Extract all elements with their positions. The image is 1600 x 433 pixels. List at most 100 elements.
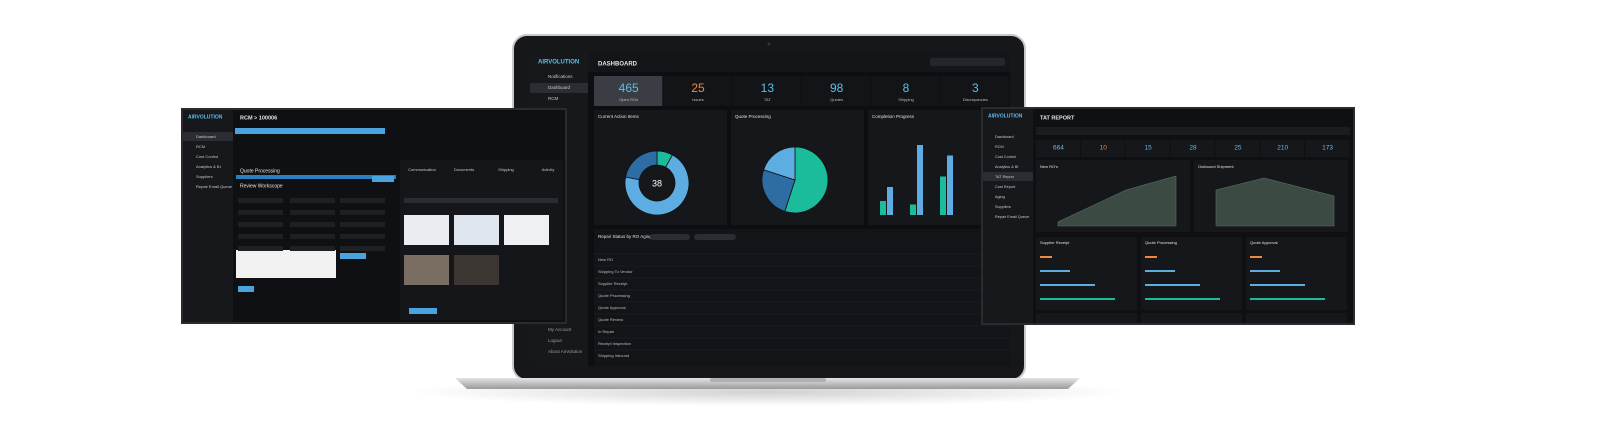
input-field[interactable] xyxy=(238,198,283,203)
nav-item[interactable]: Suppliers xyxy=(995,205,1011,209)
input-field[interactable] xyxy=(340,198,385,203)
input-field[interactable] xyxy=(238,222,283,227)
tab[interactable]: Documents xyxy=(454,167,474,172)
right-sidebar xyxy=(983,109,1033,323)
tab[interactable]: Communication xyxy=(408,167,436,172)
input-field[interactable] xyxy=(340,234,385,239)
row-label: Quote Approval xyxy=(598,305,626,310)
stat-card[interactable] xyxy=(802,76,871,106)
nav-item: Dashboard xyxy=(548,85,571,90)
panel xyxy=(1036,313,1137,323)
tab[interactable]: Shipping xyxy=(498,167,514,172)
left-sidebar xyxy=(183,110,233,322)
input-field[interactable] xyxy=(340,246,385,251)
chip[interactable] xyxy=(650,234,690,240)
nav-item[interactable]: Aging xyxy=(995,195,1005,199)
nav-item[interactable]: Repair Email Queue xyxy=(196,184,233,189)
nav-item: My Account xyxy=(548,327,572,332)
nav-item[interactable]: RCM xyxy=(196,144,205,149)
note-field[interactable] xyxy=(236,250,336,278)
stat-label: TAT xyxy=(764,97,772,102)
stat-card[interactable] xyxy=(594,76,663,106)
stat-card[interactable] xyxy=(940,76,1009,106)
row-label: Quote Review xyxy=(598,317,623,322)
page-title: RCM > 100006 xyxy=(240,115,277,121)
doc-thumb[interactable] xyxy=(504,215,549,245)
stat-card xyxy=(1125,140,1170,157)
photo-thumb[interactable] xyxy=(404,255,449,285)
left-content: Dashboard RCM Cost Control Analytics & BI Su… xyxy=(183,132,554,251)
laptop-content: Notifications Dashboard RCM My Account Logou… xyxy=(530,74,1010,366)
stat-value: 13 xyxy=(761,81,775,95)
nav-active xyxy=(530,83,588,93)
slice xyxy=(625,150,658,181)
nav-item[interactable]: RCM xyxy=(995,145,1004,149)
nav-item: Notifications xyxy=(548,74,573,79)
button[interactable] xyxy=(409,308,437,314)
nav-item[interactable]: Cost Control xyxy=(995,155,1016,159)
progress xyxy=(1040,256,1052,258)
stat-value: 98 xyxy=(830,81,844,95)
stat-value: 8 xyxy=(903,81,910,95)
panel xyxy=(1036,237,1137,310)
panel xyxy=(1246,313,1347,323)
stat-card xyxy=(1305,140,1349,157)
button[interactable] xyxy=(372,176,394,182)
nav-item[interactable]: Dashboard xyxy=(196,134,216,139)
nav-item[interactable]: Cost Report xyxy=(995,185,1016,189)
right-content: Dashboard RCM Cost Control Analytics & BI TA… xyxy=(983,135,1349,323)
input-field[interactable] xyxy=(238,234,283,239)
input-field[interactable] xyxy=(290,222,335,227)
logo: AIRVOLUTION xyxy=(188,114,223,120)
nav-item[interactable]: Repair Email Queue xyxy=(995,215,1029,219)
progress xyxy=(1250,284,1305,286)
button[interactable] xyxy=(238,286,254,292)
progress-bar xyxy=(236,175,396,179)
stat-label: Issues xyxy=(692,97,704,102)
stat-value: 28 xyxy=(1189,145,1197,152)
panel-title: Current Action Items xyxy=(598,114,640,119)
stat-card xyxy=(1036,140,1080,157)
input-field[interactable] xyxy=(238,246,283,251)
area-shape xyxy=(1215,177,1335,227)
nav-item[interactable]: Dashboard xyxy=(995,135,1014,139)
nav-active xyxy=(983,172,1033,181)
input-field[interactable] xyxy=(238,210,283,215)
panel-title: Outbound Shipment xyxy=(1198,164,1234,169)
progress-steps xyxy=(235,128,385,134)
row-label: Shipping Inbound xyxy=(598,353,629,358)
stat-card[interactable] xyxy=(732,76,801,106)
panel-title: New RO's xyxy=(1040,164,1058,169)
stat-label: Shipping xyxy=(898,97,914,102)
nav-item[interactable]: Cost Control xyxy=(196,154,218,159)
chip[interactable] xyxy=(694,234,736,240)
stat-value: 25 xyxy=(1234,145,1242,152)
stat-card[interactable] xyxy=(663,76,732,106)
stat-card[interactable] xyxy=(871,76,940,106)
stat-value: 173 xyxy=(1322,145,1333,152)
nav-item[interactable]: TAT Report xyxy=(995,175,1015,179)
input-field[interactable] xyxy=(340,222,385,227)
nav-item[interactable]: Analytics & BI xyxy=(196,164,221,169)
nav-item: Logout xyxy=(548,338,563,343)
search-box[interactable] xyxy=(930,58,1005,66)
input-field[interactable] xyxy=(290,234,335,239)
doc-thumb[interactable] xyxy=(404,215,449,245)
button[interactable] xyxy=(340,253,366,259)
nav-item[interactable]: Suppliers xyxy=(196,174,213,179)
stat-card xyxy=(1215,140,1260,157)
input-field[interactable] xyxy=(290,210,335,215)
progress xyxy=(1145,284,1200,286)
logo: AIRVOLUTION xyxy=(988,113,1023,119)
input-field[interactable] xyxy=(340,210,385,215)
photo-thumb[interactable] xyxy=(454,255,499,285)
input-field[interactable] xyxy=(290,246,335,251)
nav-item[interactable]: Analytics & BI xyxy=(995,165,1018,169)
slice xyxy=(624,154,690,216)
doc-thumb[interactable] xyxy=(454,215,499,245)
tab[interactable]: Activity xyxy=(542,167,555,172)
laptop-notch xyxy=(710,378,826,382)
input-field[interactable] xyxy=(290,198,335,203)
